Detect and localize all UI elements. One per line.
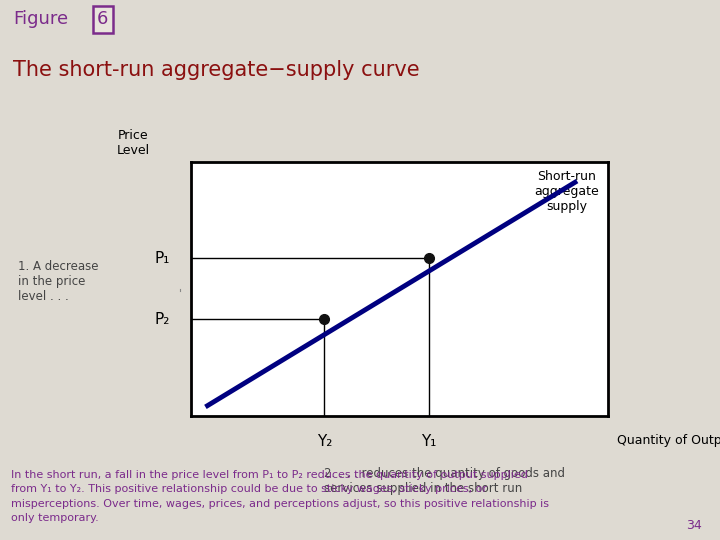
Text: 6: 6: [97, 10, 109, 29]
Text: Y₁: Y₁: [421, 434, 436, 449]
Text: 34: 34: [686, 519, 702, 532]
Text: 2. . . . reduces the quantity of goods and
services supplied in the short run: 2. . . . reduces the quantity of goods a…: [324, 467, 564, 495]
Text: Figure: Figure: [13, 10, 68, 29]
Text: Price
Level: Price Level: [117, 129, 150, 157]
Text: P₁: P₁: [155, 251, 170, 266]
Text: P₂: P₂: [155, 312, 170, 327]
Text: The short-run aggregate−supply curve: The short-run aggregate−supply curve: [13, 60, 420, 80]
Text: In the short run, a fall in the price level from P₁ to P₂ reduces the quantity o: In the short run, a fall in the price le…: [11, 470, 549, 523]
Text: Short-run
aggregate
supply: Short-run aggregate supply: [534, 170, 599, 213]
Text: Quantity of Output: Quantity of Output: [617, 434, 720, 447]
Text: Y₂: Y₂: [317, 434, 332, 449]
Text: 1. A decrease
in the price
level . . .: 1. A decrease in the price level . . .: [18, 260, 98, 303]
